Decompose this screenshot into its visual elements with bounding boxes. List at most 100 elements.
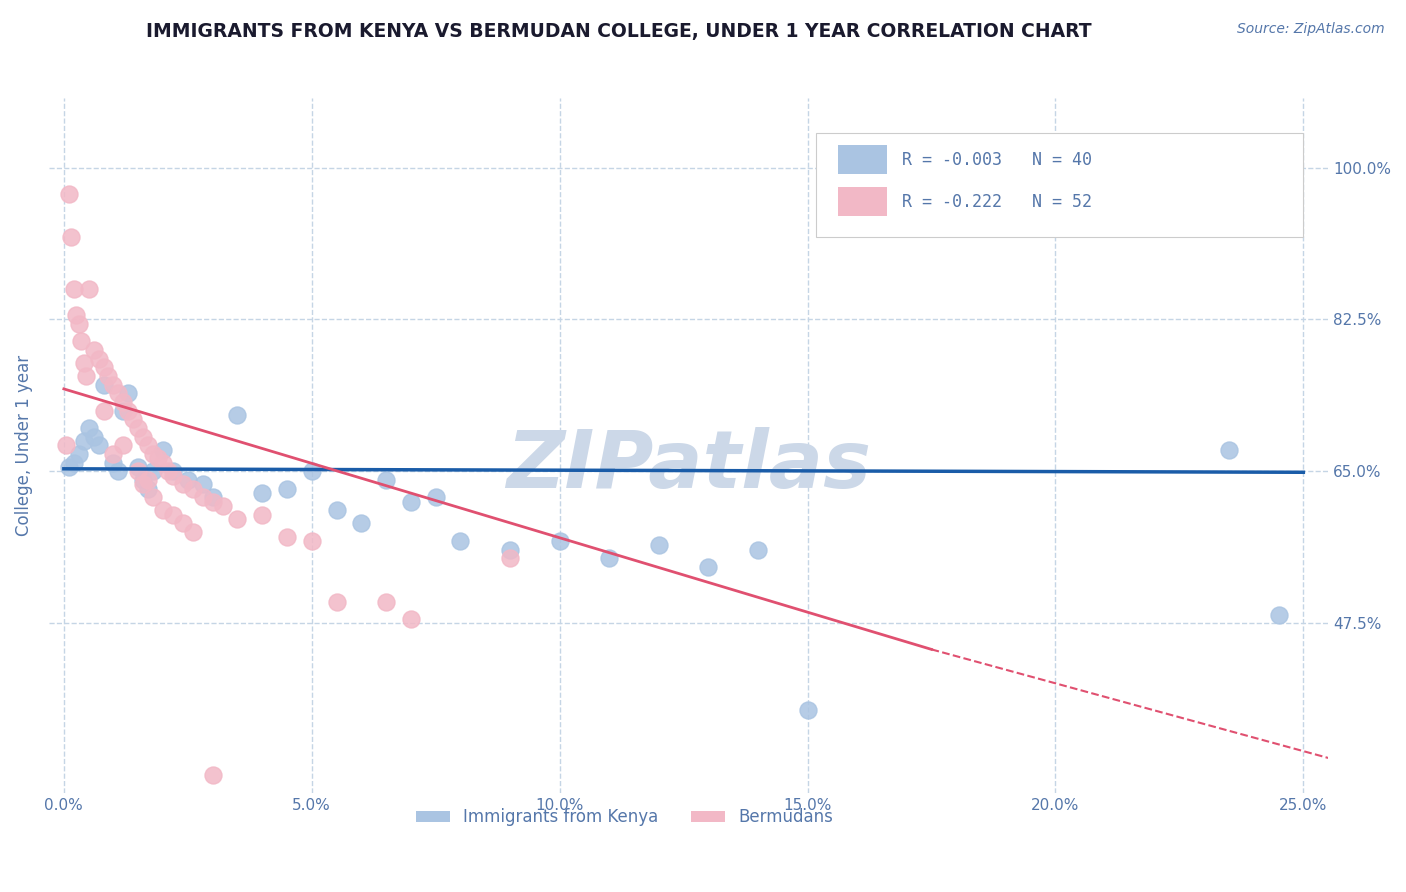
Point — [201, 768, 224, 782]
Point — [1267, 607, 1289, 622]
Point — [112, 395, 135, 409]
Point — [62, 456, 84, 470]
Point — [67, 317, 90, 331]
Point — [548, 533, 571, 548]
Point — [103, 456, 125, 470]
Text: R = -0.222   N = 52: R = -0.222 N = 52 — [903, 193, 1092, 211]
Point — [375, 473, 398, 487]
Point — [450, 533, 472, 548]
Point — [70, 334, 93, 348]
Point — [75, 368, 97, 383]
Point — [77, 421, 100, 435]
Legend: Immigrants from Kenya, Bermudans: Immigrants from Kenya, Bermudans — [409, 802, 839, 833]
Point — [747, 542, 769, 557]
Point — [177, 473, 200, 487]
Point — [425, 491, 447, 505]
Point — [117, 386, 139, 401]
Point — [399, 495, 422, 509]
Point — [77, 282, 100, 296]
Point — [375, 594, 398, 608]
Point — [136, 438, 159, 452]
Point — [87, 438, 110, 452]
Point — [132, 477, 155, 491]
Point — [142, 491, 165, 505]
Point — [136, 482, 159, 496]
Bar — [838, 187, 887, 216]
Point — [152, 503, 174, 517]
Point — [181, 525, 204, 540]
Point — [67, 447, 90, 461]
Point — [73, 434, 96, 448]
Bar — [838, 145, 887, 175]
Point — [301, 464, 323, 478]
Point — [83, 430, 105, 444]
Point — [276, 482, 298, 496]
Point — [250, 486, 273, 500]
Point — [127, 464, 149, 478]
Point — [62, 282, 84, 296]
Point — [1218, 442, 1240, 457]
Point — [107, 464, 129, 478]
Point — [325, 594, 347, 608]
Text: Source: ZipAtlas.com: Source: ZipAtlas.com — [1237, 22, 1385, 37]
Point — [211, 499, 233, 513]
Point — [156, 464, 179, 478]
Point — [172, 516, 194, 531]
Point — [226, 512, 249, 526]
Point — [191, 491, 214, 505]
Point — [132, 473, 155, 487]
Point — [350, 516, 373, 531]
Point — [191, 477, 214, 491]
Point — [103, 377, 125, 392]
Point — [598, 551, 620, 566]
Point — [142, 464, 165, 478]
Point — [58, 186, 80, 201]
Point — [58, 460, 80, 475]
Point — [112, 403, 135, 417]
Point — [132, 430, 155, 444]
Point — [112, 438, 135, 452]
Point — [83, 343, 105, 357]
Point — [325, 503, 347, 517]
Point — [301, 533, 323, 548]
Point — [93, 377, 115, 392]
Text: R = -0.003   N = 40: R = -0.003 N = 40 — [903, 151, 1092, 169]
Point — [60, 230, 83, 244]
Point — [181, 482, 204, 496]
Point — [201, 495, 224, 509]
Point — [93, 360, 115, 375]
FancyBboxPatch shape — [817, 133, 1302, 237]
Point — [117, 403, 139, 417]
Text: IMMIGRANTS FROM KENYA VS BERMUDAN COLLEGE, UNDER 1 YEAR CORRELATION CHART: IMMIGRANTS FROM KENYA VS BERMUDAN COLLEG… — [146, 22, 1091, 41]
Point — [399, 612, 422, 626]
Text: ZIPatlas: ZIPatlas — [506, 427, 872, 505]
Point — [107, 386, 129, 401]
Point — [127, 421, 149, 435]
Point — [162, 464, 184, 478]
Point — [93, 403, 115, 417]
Point — [276, 529, 298, 543]
Point — [162, 508, 184, 522]
Point — [97, 368, 120, 383]
Point — [172, 477, 194, 491]
Point — [55, 438, 77, 452]
Point — [499, 551, 522, 566]
Point — [697, 560, 720, 574]
Point — [142, 447, 165, 461]
Point — [250, 508, 273, 522]
Point — [127, 460, 149, 475]
Point — [201, 491, 224, 505]
Point — [122, 412, 145, 426]
Point — [648, 538, 671, 552]
Y-axis label: College, Under 1 year: College, Under 1 year — [15, 355, 32, 536]
Point — [499, 542, 522, 557]
Point — [73, 356, 96, 370]
Point — [136, 473, 159, 487]
Point — [162, 468, 184, 483]
Point — [152, 456, 174, 470]
Point — [65, 308, 87, 322]
Point — [146, 451, 169, 466]
Point — [226, 408, 249, 422]
Point — [103, 447, 125, 461]
Point — [152, 442, 174, 457]
